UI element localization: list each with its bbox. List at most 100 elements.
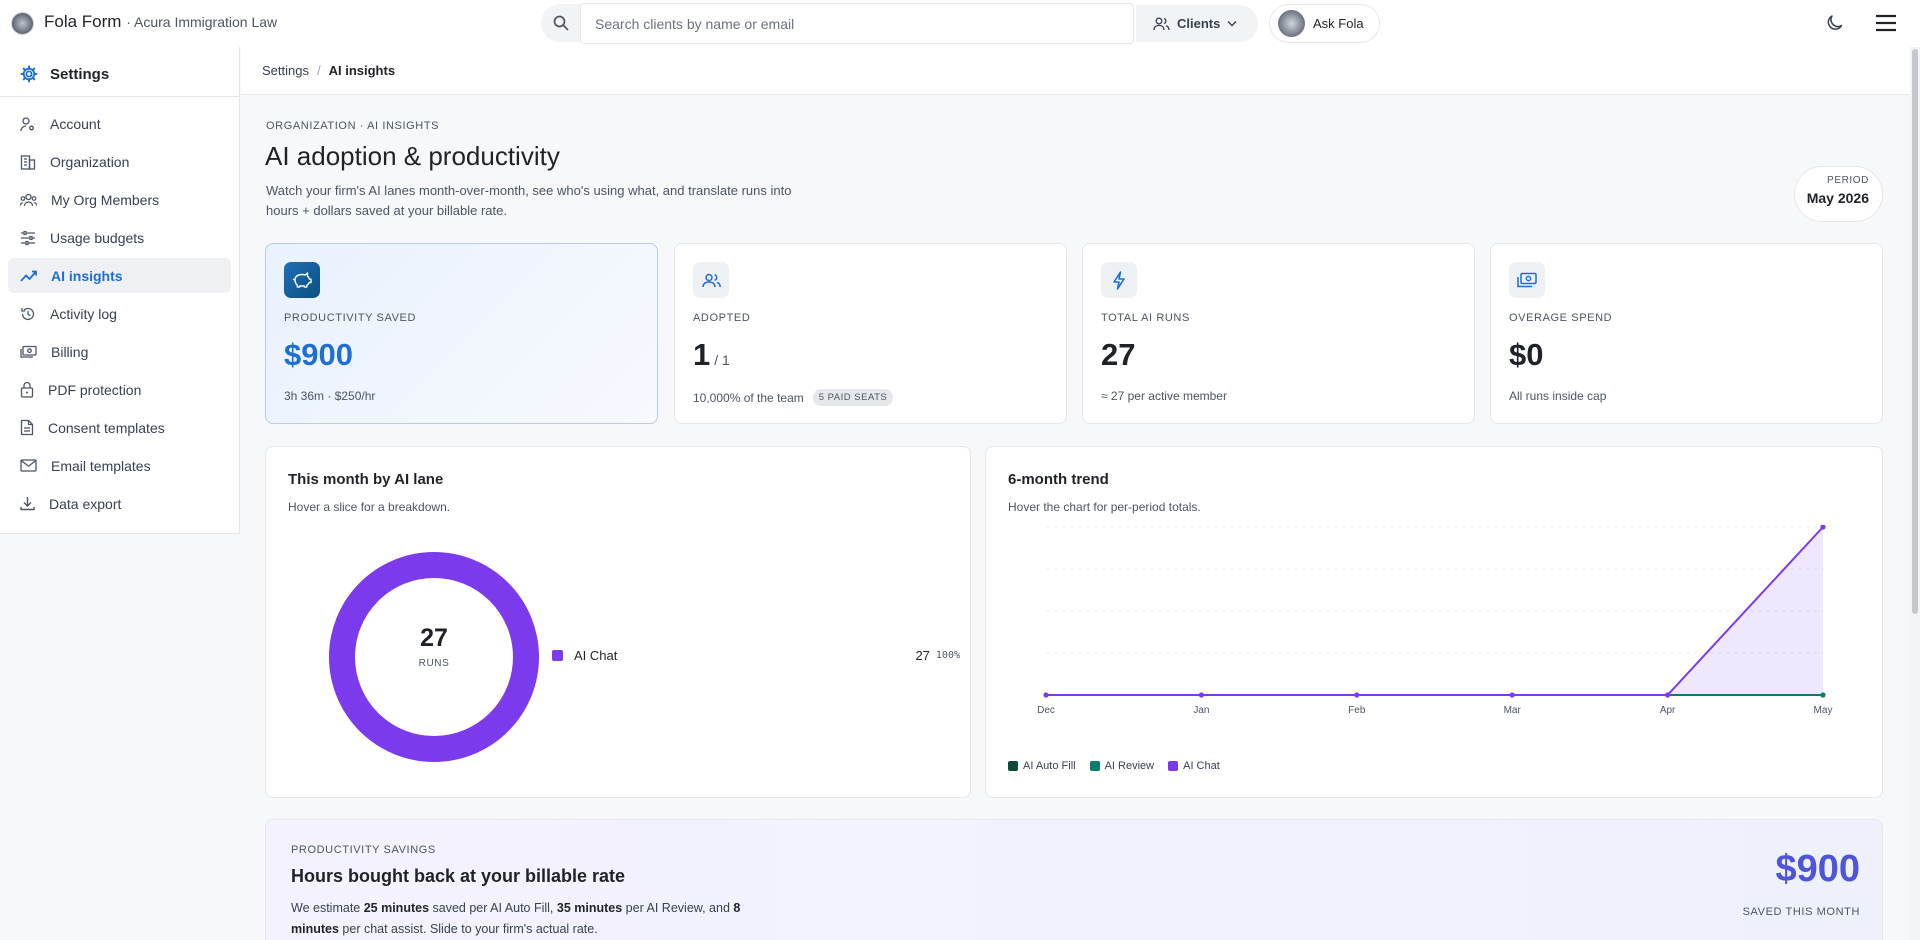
data-point[interactable] <box>1043 692 1049 698</box>
clients-dropdown[interactable]: Clients <box>1136 5 1258 42</box>
sidebar-item-label: Billing <box>51 343 89 360</box>
sidebar-item-email-templates[interactable]: Email templates <box>8 448 231 483</box>
lane-donut-chart[interactable] <box>304 527 564 787</box>
period-badge[interactable]: PERIOD May 2026 <box>1794 166 1883 222</box>
kpi-note-text: ≈ 27 per active member <box>1101 389 1227 403</box>
lock-icon <box>20 381 34 398</box>
legend-row[interactable]: AI Chat 27 100% <box>552 645 960 665</box>
kpi-note-text: 3h 36m · $250/hr <box>284 389 376 403</box>
fola-avatar-icon <box>1278 10 1305 37</box>
sidebar-item-data-export[interactable]: Data export <box>8 486 231 521</box>
menu-icon[interactable] <box>1874 13 1898 33</box>
x-tick-label: May <box>1814 705 1833 716</box>
user-key-icon <box>20 116 34 131</box>
kpi-note: 10,000% of the team 5 PAID SEATS <box>693 389 894 406</box>
chat-minutes: 8 minutes <box>291 901 741 936</box>
sidebar-title: Settings <box>50 65 110 83</box>
sidebar-item-label: Activity log <box>50 305 117 322</box>
legend-count: 27 <box>915 647 930 663</box>
savings-amount-label: SAVED THIS MONTH <box>1742 906 1860 918</box>
x-tick-label: Apr <box>1660 705 1676 716</box>
series-area <box>1046 527 1823 695</box>
sidebar-item-usage-budgets[interactable]: Usage budgets <box>8 220 231 255</box>
brand[interactable]: Fola Form · Acura Immigration Law <box>44 12 277 32</box>
kpi-label: TOTAL AI RUNS <box>1101 312 1190 324</box>
sidebar-item-organization[interactable]: Organization <box>8 144 231 179</box>
cash-icon <box>1517 272 1537 288</box>
top-bar: Fola Form · Acura Immigration Law Client… <box>0 0 1920 47</box>
ask-fola-label: Ask Fola <box>1313 16 1364 31</box>
trend-area-chart[interactable]: Dec Jan Feb Mar Apr May <box>986 525 1884 755</box>
kpi-value-number: $900 <box>284 337 353 372</box>
sidebar-item-label: Data export <box>49 495 122 512</box>
kpi-card-productivity-saved: PRODUCTIVITY SAVED $900 3h 36m · $250/hr <box>265 243 658 424</box>
trend-card: 6-month trend Hover the chart for per-pe… <box>985 446 1883 798</box>
kpi-icon-box <box>693 262 729 298</box>
ask-fola-button[interactable]: Ask Fola <box>1269 4 1380 43</box>
kpi-note: ≈ 27 per active member <box>1101 389 1227 403</box>
sidebar-item-ai-insights[interactable]: AI insights <box>8 258 231 293</box>
users-icon <box>20 193 37 206</box>
bolt-icon <box>1113 270 1125 290</box>
data-point[interactable] <box>1820 525 1826 530</box>
legend-swatch <box>1089 761 1100 771</box>
kpi-label: OVERAGE SPEND <box>1509 312 1613 324</box>
sidebar-item-activity-log[interactable]: Activity log <box>8 296 231 331</box>
history-icon <box>21 307 35 320</box>
trend-legend: AI Auto Fill AI Review AI Chat <box>1008 760 1220 772</box>
page-eyebrow: ORGANIZATION · AI INSIGHTS <box>266 120 440 132</box>
review-minutes: 35 minutes <box>556 901 623 915</box>
org-logo-icon[interactable] <box>11 12 34 35</box>
savings-title: Hours bought back at your billable rate <box>291 866 626 886</box>
sidebar-item-pdf-protection[interactable]: PDF protection <box>8 372 231 407</box>
sidebar-item-my-org-members[interactable]: My Org Members <box>8 182 231 217</box>
autofill-minutes: 25 minutes <box>363 901 430 915</box>
kpi-card-overage-spend: OVERAGE SPEND $0 All runs inside cap <box>1490 243 1883 424</box>
card-subtitle: Hover the chart for per-period totals. <box>1008 500 1201 514</box>
org-name: Acura Immigration Law <box>133 14 278 30</box>
chevron-down-icon <box>1227 21 1237 27</box>
users-icon <box>1153 17 1170 30</box>
donut-center-value: 27 <box>420 624 448 652</box>
kpi-icon-box <box>1101 262 1137 298</box>
kpi-note: 3h 36m · $250/hr <box>284 389 375 403</box>
legend-item[interactable]: AI Auto Fill <box>1008 760 1076 772</box>
donut-slice[interactable] <box>329 552 539 762</box>
brand-separator: · <box>126 14 134 30</box>
dark-mode-toggle-icon[interactable] <box>1824 12 1846 34</box>
kpi-note: All runs inside cap <box>1509 389 1606 403</box>
legend-item[interactable]: AI Review <box>1089 760 1155 772</box>
ai-lane-card: This month by AI lane Hover a slice for … <box>265 446 971 798</box>
search-button[interactable] <box>541 4 581 42</box>
donut-center: 27 RUNS <box>354 624 514 669</box>
paid-seats-badge: 5 PAID SEATS <box>812 389 894 406</box>
data-point[interactable] <box>1509 692 1515 698</box>
sidebar-item-billing[interactable]: Billing <box>8 334 231 369</box>
building-icon <box>20 154 36 170</box>
data-point[interactable] <box>1665 692 1671 698</box>
x-tick-label: Dec <box>1037 705 1055 716</box>
breadcrumb-settings-link[interactable]: Settings <box>262 63 309 78</box>
period-value: May 2026 <box>1806 190 1869 206</box>
data-point[interactable] <box>1198 692 1204 698</box>
data-point[interactable] <box>1820 692 1826 698</box>
x-tick-label: Jan <box>1193 705 1209 716</box>
savings-description: We estimate 25 minutes saved per AI Auto… <box>291 898 761 940</box>
savings-desc-text: per chat assist. Slide to your firm's ac… <box>338 922 598 936</box>
savings-amount: $900 <box>1775 848 1860 890</box>
card-title: 6-month trend <box>1008 471 1109 488</box>
sidebar-item-consent-templates[interactable]: Consent templates <box>8 410 231 445</box>
kpi-value: $900 <box>284 337 353 373</box>
search-input[interactable] <box>580 3 1134 44</box>
kpi-value-number: $0 <box>1509 337 1544 372</box>
kpi-note-text: All runs inside cap <box>1509 389 1607 403</box>
legend-label: AI Review <box>1104 760 1155 772</box>
sidebar-item-label: Account <box>50 115 101 132</box>
legend-item[interactable]: AI Chat <box>1168 760 1220 772</box>
data-point[interactable] <box>1354 692 1360 698</box>
page-scrollbar-thumb[interactable] <box>1912 49 1918 614</box>
sidebar-item-label: Email templates <box>51 457 151 474</box>
productivity-savings-banner: PRODUCTIVITY SAVINGS Hours bought back a… <box>265 819 1883 940</box>
sidebar-item-account[interactable]: Account <box>8 106 231 141</box>
savings-desc-text: per AI Review, and <box>622 901 734 915</box>
